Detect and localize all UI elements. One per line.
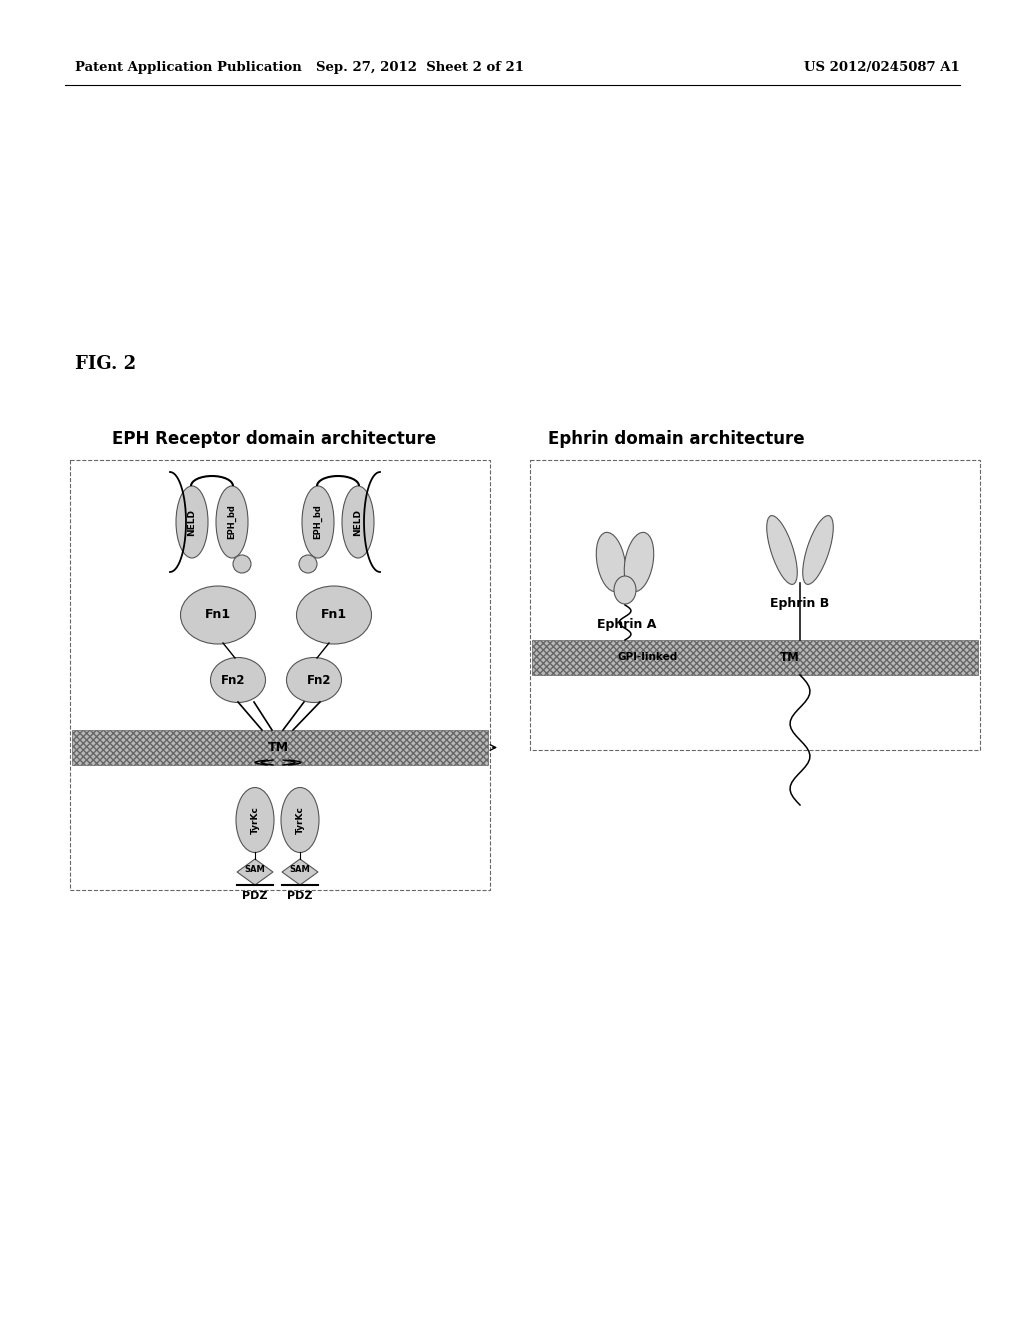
Ellipse shape xyxy=(176,486,208,558)
Ellipse shape xyxy=(216,486,248,558)
Ellipse shape xyxy=(614,576,636,605)
Text: EPH Receptor domain architecture: EPH Receptor domain architecture xyxy=(112,430,436,447)
Text: EPH_bd: EPH_bd xyxy=(227,504,237,540)
Ellipse shape xyxy=(302,486,334,558)
Ellipse shape xyxy=(803,516,834,585)
Ellipse shape xyxy=(767,516,798,585)
Text: US 2012/0245087 A1: US 2012/0245087 A1 xyxy=(804,62,961,74)
Ellipse shape xyxy=(180,586,256,644)
Text: Fn2: Fn2 xyxy=(221,673,246,686)
Bar xyxy=(530,459,980,750)
Text: NELD: NELD xyxy=(187,508,197,536)
Ellipse shape xyxy=(233,554,251,573)
Text: Fn1: Fn1 xyxy=(321,609,347,622)
Text: SAM: SAM xyxy=(290,866,310,874)
Text: Ephrin B: Ephrin B xyxy=(770,597,829,610)
Ellipse shape xyxy=(281,788,319,853)
Bar xyxy=(72,730,488,766)
Bar xyxy=(70,459,490,890)
Text: Ephrin domain architecture: Ephrin domain architecture xyxy=(548,430,805,447)
Text: Ephrin A: Ephrin A xyxy=(597,618,656,631)
Ellipse shape xyxy=(299,554,317,573)
Text: Sep. 27, 2012  Sheet 2 of 21: Sep. 27, 2012 Sheet 2 of 21 xyxy=(316,62,524,74)
Text: EPH_bd: EPH_bd xyxy=(313,504,323,540)
Text: NELD: NELD xyxy=(353,508,362,536)
Text: TM: TM xyxy=(267,741,289,754)
Ellipse shape xyxy=(211,657,265,702)
Text: SAM: SAM xyxy=(245,866,265,874)
Ellipse shape xyxy=(342,486,374,558)
Text: PDZ: PDZ xyxy=(243,891,267,902)
Text: TyrKc: TyrKc xyxy=(296,807,304,834)
Ellipse shape xyxy=(236,788,274,853)
Text: Fn1: Fn1 xyxy=(205,609,231,622)
Ellipse shape xyxy=(625,532,653,591)
Polygon shape xyxy=(237,859,273,884)
Text: PDZ: PDZ xyxy=(288,891,312,902)
Polygon shape xyxy=(282,859,318,884)
Text: TM: TM xyxy=(780,651,800,664)
Ellipse shape xyxy=(596,532,626,591)
Bar xyxy=(532,640,978,675)
Text: GPI-linked: GPI-linked xyxy=(617,652,678,663)
Text: FIG. 2: FIG. 2 xyxy=(75,355,136,374)
Ellipse shape xyxy=(287,657,341,702)
Ellipse shape xyxy=(297,586,372,644)
Text: TyrKc: TyrKc xyxy=(251,807,259,834)
Text: Patent Application Publication: Patent Application Publication xyxy=(75,62,302,74)
Text: Fn2: Fn2 xyxy=(307,673,331,686)
